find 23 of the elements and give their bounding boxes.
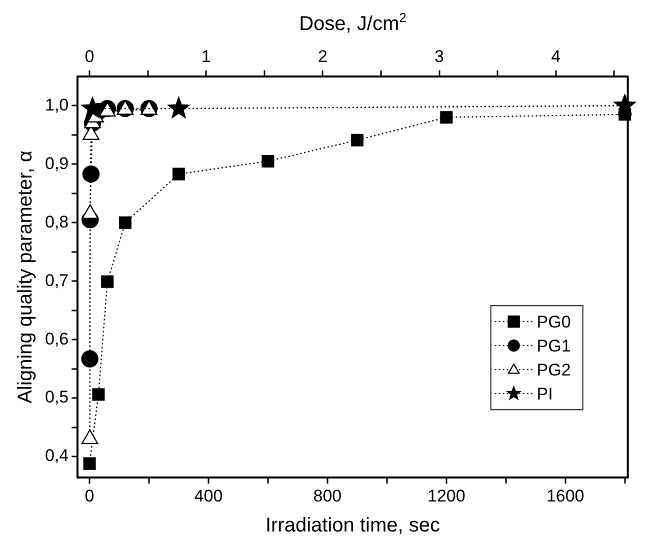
x2-tick-label: 4 xyxy=(551,46,561,66)
x-tick-label: 1600 xyxy=(546,486,584,506)
y-tick-label: 0,9 xyxy=(44,154,69,173)
x2-tick-label: 1 xyxy=(201,46,211,66)
legend-label: PG0 xyxy=(536,312,571,332)
legend-label: PI xyxy=(536,384,553,404)
x-axis-title: Irradiation time, sec xyxy=(265,514,440,537)
y-tick-label: 0,5 xyxy=(44,388,69,407)
y-tick-label: 0,6 xyxy=(44,329,69,348)
x-tick-label: 1200 xyxy=(427,486,466,506)
x-tick-label: 0 xyxy=(84,486,94,506)
y-axis-title: Aligning quality parameter, α xyxy=(14,150,37,404)
x2-tick-label: 3 xyxy=(434,46,444,66)
x2-tick-label: 0 xyxy=(84,46,94,66)
y-tick-label: 0,7 xyxy=(44,270,69,290)
y-tick-label: 1,0 xyxy=(44,95,69,114)
y-tick-label: 0,4 xyxy=(44,446,69,466)
x-tick-label: 400 xyxy=(194,486,223,506)
y-tick-label: 0,8 xyxy=(44,212,69,232)
x-tick-label: 800 xyxy=(313,486,342,506)
x2-tick-label: 2 xyxy=(318,46,328,66)
legend-label: PG1 xyxy=(536,336,571,356)
legend-label: PG2 xyxy=(536,360,571,380)
